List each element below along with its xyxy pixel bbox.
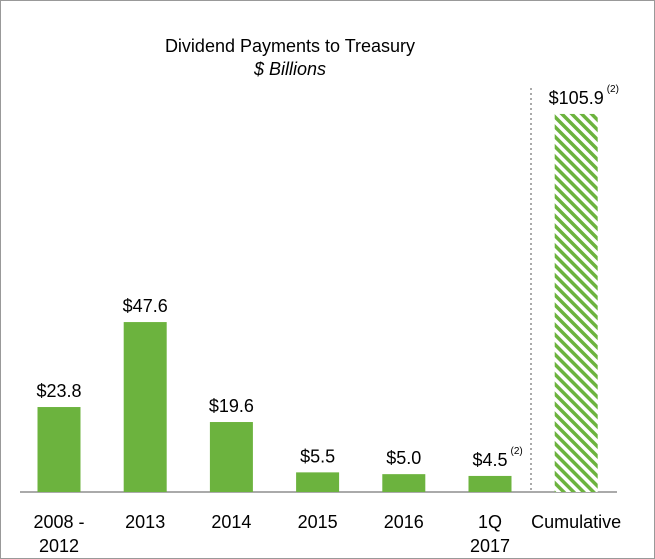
footnote-marker: (2): [511, 446, 523, 457]
x-tick-label: 2016: [383, 512, 424, 532]
bar: [123, 322, 167, 492]
footnote-marker: (2): [607, 84, 619, 95]
value-label: $19.6: [209, 396, 254, 416]
bar: [296, 472, 340, 492]
bar: [554, 113, 598, 492]
x-tick-label: Cumulative: [531, 512, 622, 532]
x-tick-label: 2015: [297, 512, 338, 532]
chart-subtitle: $ Billions: [253, 59, 326, 79]
bar: [37, 407, 81, 492]
chart-title: Dividend Payments to Treasury: [165, 36, 415, 56]
x-tick-label: 2014: [211, 512, 252, 532]
x-tick-label: 1Q 2017: [469, 512, 511, 556]
x-tick-label: 2008 - 2012: [33, 512, 85, 556]
bar: [468, 475, 512, 492]
value-label: $23.8: [36, 381, 81, 401]
bar: [382, 474, 426, 492]
value-label: $47.6: [123, 296, 168, 316]
value-label: $5.0: [386, 448, 421, 468]
bar: [209, 422, 253, 492]
x-tick-label: 2013: [125, 512, 166, 532]
value-label: $105.9: [549, 88, 604, 108]
value-label: $5.5: [300, 446, 335, 466]
value-label: $4.5: [472, 450, 507, 470]
